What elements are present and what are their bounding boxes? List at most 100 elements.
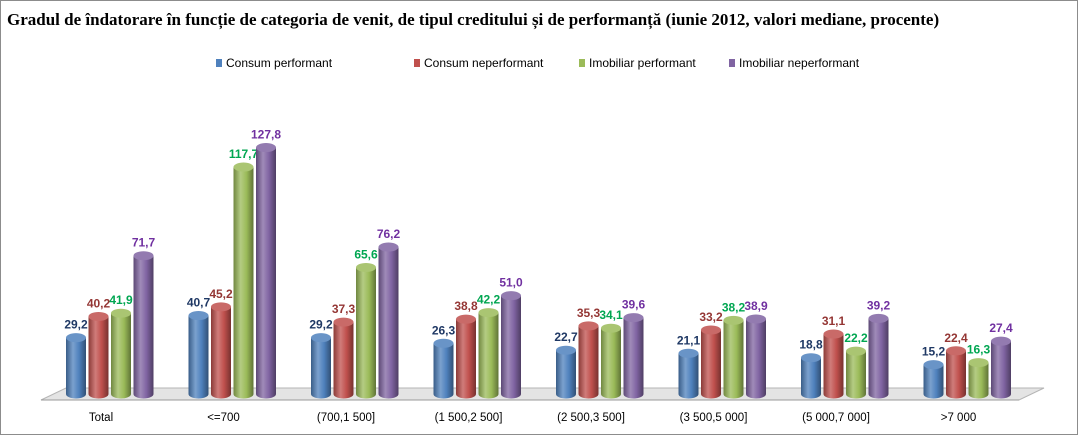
legend-label: Imobiliar neperformant <box>739 56 860 70</box>
bar-top-1-2 <box>333 317 354 327</box>
bar-top-3-5 <box>746 314 766 324</box>
bar-2-1 <box>233 167 254 399</box>
bar-3-1 <box>256 147 276 399</box>
data-label-2-3: 42,2 <box>477 293 501 307</box>
bar-top-3-3 <box>501 291 521 301</box>
data-label-0-4: 22,7 <box>554 330 578 344</box>
bar-top-2-7 <box>968 358 989 368</box>
bar-top-1-7 <box>946 346 966 356</box>
bar-1-1 <box>211 306 231 399</box>
bar-2-2 <box>356 267 376 399</box>
data-label-0-6: 18,8 <box>799 338 823 352</box>
legend-item-imobiliar-neperformant: Imobiliar neperformant <box>729 56 859 70</box>
bar-0-0 <box>66 337 86 399</box>
data-label-0-5: 21,1 <box>677 333 701 347</box>
data-label-1-6: 31,1 <box>822 314 846 328</box>
bar-3-0 <box>133 255 154 399</box>
bar-top-3-1 <box>256 143 276 153</box>
legend-label: Imobiliar performant <box>589 56 696 70</box>
bar-top-0-1 <box>188 311 209 321</box>
bar-1-2 <box>333 322 354 399</box>
bar-top-0-3 <box>433 338 454 348</box>
data-label-3-3: 51,0 <box>499 276 523 290</box>
bar-3-4 <box>623 317 644 399</box>
chart-title: Gradul de îndatorare în funcție de categ… <box>7 10 940 29</box>
bar-top-2-4 <box>601 323 621 333</box>
x-tick-label-6: (5 000,7 000] <box>802 412 870 424</box>
bar-top-3-2 <box>378 242 399 252</box>
bar-top-1-6 <box>823 329 844 339</box>
data-label-3-0: 71,7 <box>132 236 156 250</box>
bar-1-0 <box>88 316 109 399</box>
data-label-1-1: 45,2 <box>209 287 233 301</box>
data-label-3-2: 76,2 <box>377 227 401 241</box>
data-label-2-2: 65,6 <box>354 247 378 261</box>
bar-2-7 <box>968 362 989 399</box>
bar-0-5 <box>678 353 699 399</box>
data-label-2-1: 117,7 <box>229 147 259 161</box>
bar-0-3 <box>433 343 454 399</box>
bar-top-1-0 <box>88 311 109 321</box>
legend-item-consum-neperformant: Consum neperformant <box>414 56 543 70</box>
legend-item-consum-performant: Consum performant <box>216 56 332 70</box>
bar-top-2-2 <box>356 262 376 272</box>
bar-2-5 <box>723 320 744 399</box>
x-tick-label-0: Total <box>89 412 113 424</box>
legend-swatch <box>729 59 735 67</box>
bar-3-7 <box>991 341 1011 399</box>
bar-top-3-6 <box>868 313 889 323</box>
legend-label: Consum neperformant <box>424 56 544 70</box>
bar-0-6 <box>801 357 821 399</box>
data-label-1-2: 37,3 <box>332 302 356 316</box>
bar-top-1-1 <box>211 302 231 312</box>
legend-swatch <box>414 59 420 67</box>
data-label-1-3: 38,8 <box>454 299 478 313</box>
bar-top-0-0 <box>66 333 86 343</box>
bar-2-4 <box>601 328 621 399</box>
bar-3-6 <box>868 318 889 399</box>
data-label-2-6: 22,2 <box>844 331 868 345</box>
x-tick-label-3: (1 500,2 500] <box>435 412 503 424</box>
data-label-3-1: 127,8 <box>251 128 281 142</box>
x-tick-label-4: (2 500,3 500] <box>557 412 625 424</box>
bar-1-4 <box>578 325 599 399</box>
bar-3-5 <box>746 318 766 399</box>
legend-swatch <box>579 59 585 67</box>
data-label-1-7: 22,4 <box>944 331 968 345</box>
bar-top-3-7 <box>991 336 1011 346</box>
bar-0-4 <box>556 350 576 399</box>
bar-1-7 <box>946 350 966 399</box>
data-label-1-5: 33,2 <box>699 310 723 324</box>
bar-top-0-4 <box>556 345 576 355</box>
data-label-0-2: 29,2 <box>309 318 333 332</box>
legend-swatch <box>216 59 222 67</box>
bar-1-5 <box>701 329 721 399</box>
x-tick-label-5: (3 500,5 000] <box>680 412 748 424</box>
bar-0-2 <box>311 337 331 399</box>
bar-top-2-0 <box>111 308 131 318</box>
data-label-3-4: 39,6 <box>622 298 646 312</box>
x-tick-label-1: <=700 <box>207 412 240 424</box>
bar-1-3 <box>456 319 476 399</box>
data-label-1-4: 35,3 <box>577 306 601 320</box>
bar-top-0-6 <box>801 353 821 363</box>
data-label-1-0: 40,2 <box>87 296 111 310</box>
bar-3-3 <box>501 295 521 399</box>
bar-3-2 <box>378 247 399 399</box>
bar-top-1-5 <box>701 325 721 335</box>
data-label-3-7: 27,4 <box>989 321 1013 335</box>
data-label-0-3: 26,3 <box>432 323 456 337</box>
data-label-0-1: 40,7 <box>187 296 211 310</box>
data-label-2-5: 38,2 <box>722 300 746 314</box>
bar-top-3-0 <box>133 251 154 261</box>
data-label-3-5: 38,9 <box>744 299 768 313</box>
legend-label: Consum performant <box>226 56 333 70</box>
bar-top-0-2 <box>311 333 331 343</box>
bar-2-0 <box>111 313 131 399</box>
bar-top-0-7 <box>923 360 944 370</box>
bar-top-3-4 <box>623 313 644 323</box>
data-label-2-7: 16,3 <box>967 343 991 357</box>
bar-top-0-5 <box>678 348 699 358</box>
